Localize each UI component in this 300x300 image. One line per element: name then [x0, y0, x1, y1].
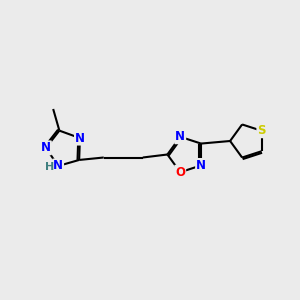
Text: S: S [257, 124, 266, 137]
Text: N: N [53, 160, 63, 172]
Text: O: O [175, 166, 185, 179]
Text: N: N [75, 132, 85, 145]
Text: H: H [45, 163, 54, 172]
Text: N: N [196, 159, 206, 172]
Text: N: N [175, 130, 185, 143]
Text: N: N [41, 141, 51, 154]
